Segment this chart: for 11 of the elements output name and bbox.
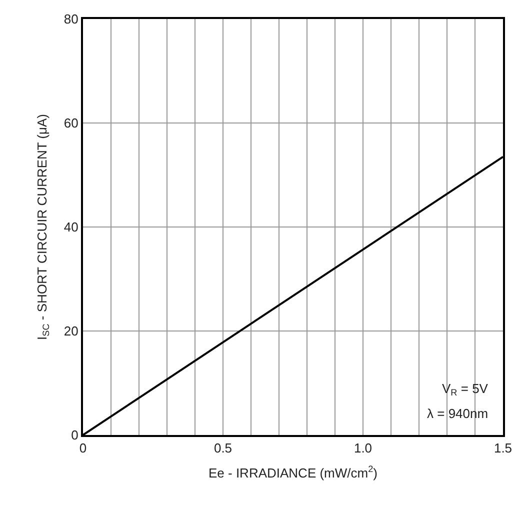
- y-tick-label: 60: [64, 116, 78, 131]
- y-tick-label: 80: [64, 12, 78, 27]
- y-tick-label: 40: [64, 220, 78, 235]
- annotation: λ = 940nm: [427, 406, 488, 421]
- annotation: V$_{R}$ = 5V: [442, 381, 488, 398]
- y-tick-label: 0: [71, 428, 78, 443]
- x-tick-label: 0.5: [214, 440, 232, 456]
- x-tick-label: 1.0: [354, 440, 372, 456]
- x-tick-label: 1.5: [494, 440, 512, 456]
- y-tick-label: 20: [64, 324, 78, 339]
- x-axis-title: Ee - IRRADIANCE (mW/cm$^{2}$): [208, 464, 378, 481]
